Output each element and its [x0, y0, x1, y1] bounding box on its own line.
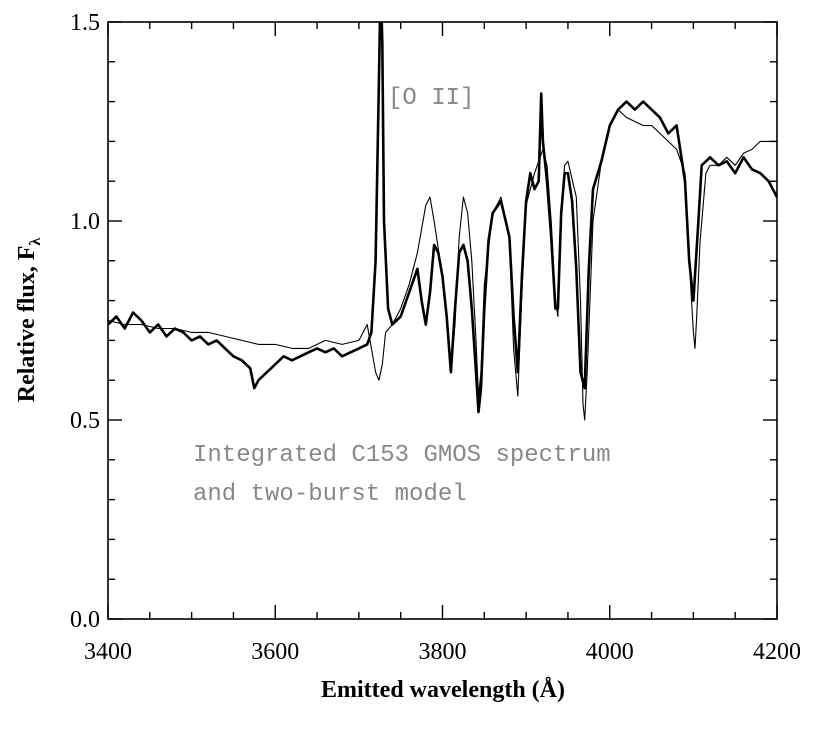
series-line-model — [108, 109, 777, 421]
x-tick-label: 3400 — [84, 639, 132, 665]
caption-line-2: and two-burst model — [193, 481, 467, 508]
plot-lines — [108, 22, 777, 421]
oii-line-label: [O II] — [388, 85, 474, 112]
x-tick-label: 4200 — [753, 639, 801, 665]
x-tick-label: 3800 — [419, 639, 467, 665]
y-axis-title-subscript: λ — [27, 238, 44, 246]
x-tick-label: 3600 — [251, 639, 299, 665]
x-axis-title: Emitted wavelength (Å) — [321, 677, 565, 703]
y-tick-label: 0.0 — [70, 607, 100, 633]
y-tick-label: 0.5 — [70, 408, 100, 434]
y-axis-title: Relative flux, Fλ — [14, 238, 44, 403]
caption-line-1: Integrated C153 GMOS spectrum — [193, 442, 611, 469]
y-tick-label: 1.5 — [70, 10, 100, 36]
svg-text:Relative flux, Fλ: Relative flux, Fλ — [14, 238, 44, 403]
axis-ticks: 3400 3600 3800 4000 4200 0.0 0.5 1.0 1.5 — [70, 10, 801, 665]
y-tick-label: 1.0 — [70, 209, 100, 235]
y-axis-title-text: Relative flux, F — [14, 246, 40, 403]
series-line-observed — [108, 22, 777, 414]
x-tick-label: 4000 — [586, 639, 634, 665]
